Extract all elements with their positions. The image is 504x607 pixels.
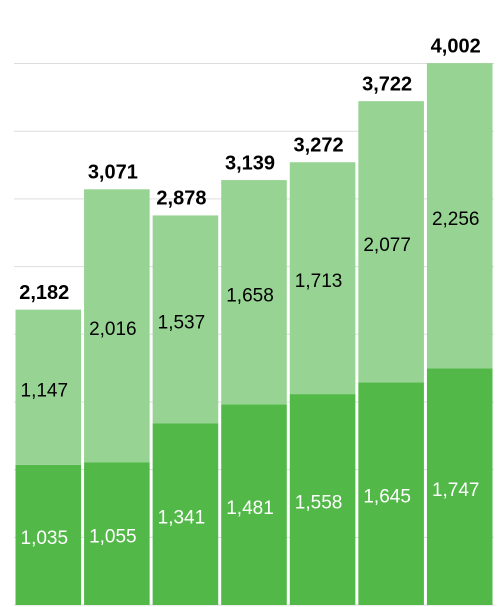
value-label: 1,658 bbox=[226, 285, 274, 306]
value-label: 1,645 bbox=[363, 487, 411, 508]
bar-segment bbox=[84, 189, 150, 463]
total-label: 4,002 bbox=[431, 36, 481, 58]
value-label: 1,481 bbox=[226, 498, 274, 519]
bar-segment bbox=[15, 464, 82, 605]
total-label: 2,182 bbox=[19, 282, 69, 304]
total-label: 2,878 bbox=[156, 188, 206, 210]
bar-segment bbox=[84, 462, 150, 605]
total-label: 3,139 bbox=[225, 152, 275, 174]
bar-segment bbox=[358, 382, 424, 605]
value-label: 1,558 bbox=[295, 493, 343, 514]
bar-segment bbox=[152, 215, 219, 424]
total-label: 3,722 bbox=[362, 73, 412, 95]
value-label: 1,055 bbox=[89, 527, 137, 548]
value-label: 1,713 bbox=[295, 271, 343, 292]
total-label: 3,071 bbox=[88, 162, 138, 184]
value-label: 2,016 bbox=[89, 319, 137, 340]
value-label: 2,256 bbox=[432, 209, 480, 230]
value-label: 2,077 bbox=[363, 235, 411, 256]
bar-segment bbox=[221, 180, 287, 405]
bar-segment bbox=[426, 368, 493, 605]
bar-segment bbox=[426, 63, 493, 369]
value-label: 1,537 bbox=[158, 312, 206, 333]
value-label: 1,147 bbox=[21, 380, 69, 401]
value-label: 1,035 bbox=[21, 528, 69, 549]
value-label: 1,341 bbox=[158, 507, 206, 528]
total-label: 3,272 bbox=[294, 134, 344, 156]
value-label: 1,747 bbox=[432, 480, 480, 501]
bar-segment bbox=[289, 394, 356, 605]
bar-segment bbox=[358, 101, 424, 383]
bar-segment bbox=[15, 309, 82, 465]
bar-segment bbox=[289, 162, 356, 395]
bar-segment bbox=[152, 423, 219, 605]
bar-segment bbox=[221, 404, 287, 605]
